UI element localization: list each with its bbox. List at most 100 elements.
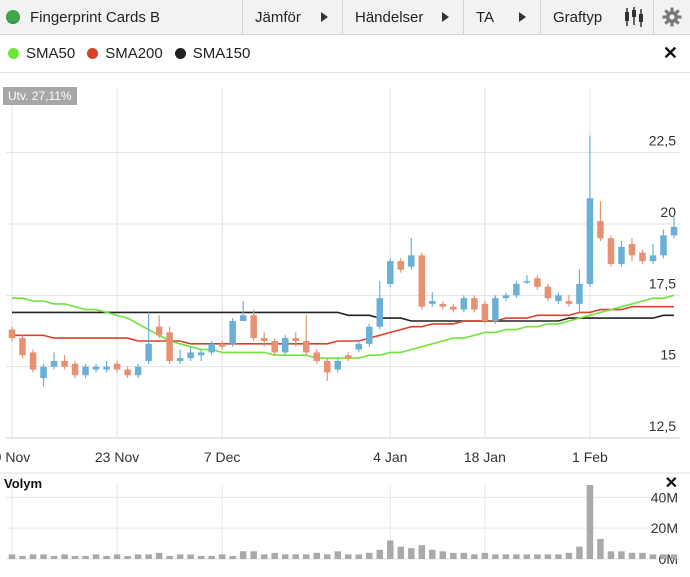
candle-body bbox=[292, 338, 299, 341]
candle-body bbox=[544, 286, 552, 299]
volume-bar bbox=[239, 551, 247, 559]
y-tick-label: 12,5 bbox=[649, 418, 676, 434]
ta-label: TA bbox=[476, 8, 495, 26]
volume-bar bbox=[208, 555, 215, 559]
volume-bar bbox=[586, 485, 594, 559]
volume-tick-label: 40M bbox=[651, 489, 678, 505]
volume-bar bbox=[397, 546, 405, 559]
candle-body bbox=[481, 303, 489, 321]
x-tick-label: 7 Dec bbox=[204, 449, 241, 465]
x-tick-label: 1 Feb bbox=[572, 449, 608, 465]
candle-body bbox=[281, 338, 289, 353]
volume-bar bbox=[355, 554, 363, 559]
y-tick-label: 17,5 bbox=[649, 275, 676, 291]
volume-bar bbox=[607, 551, 615, 559]
candle-body bbox=[450, 306, 457, 310]
legend-item-sma150[interactable]: SMA150 bbox=[174, 45, 250, 62]
volume-bar bbox=[40, 554, 47, 559]
candle-body bbox=[513, 283, 520, 296]
candle-body bbox=[334, 360, 342, 370]
volume-bar bbox=[323, 554, 331, 559]
volume-bar bbox=[71, 555, 79, 559]
candle-body bbox=[218, 343, 226, 347]
volume-bar bbox=[418, 545, 426, 559]
candle-body bbox=[313, 352, 320, 361]
candle-body bbox=[366, 326, 373, 344]
candle-body bbox=[607, 238, 615, 264]
sma150-swatch bbox=[174, 48, 186, 59]
sma50-swatch bbox=[8, 48, 19, 59]
chart-type-menu[interactable]: Graftyp bbox=[541, 0, 654, 34]
candle-body bbox=[19, 338, 26, 356]
legend-item-sma200[interactable]: SMA200 bbox=[87, 45, 163, 62]
candle-body bbox=[618, 246, 625, 264]
candle-body bbox=[271, 340, 278, 353]
candle-body bbox=[113, 363, 121, 370]
volume-bar bbox=[113, 554, 121, 559]
volume-bar bbox=[29, 554, 37, 559]
volume-bar bbox=[555, 554, 562, 559]
volume-bar bbox=[492, 554, 499, 559]
candle-body bbox=[166, 332, 173, 361]
candle-body bbox=[134, 366, 142, 376]
x-tick-label: 4 Jan bbox=[373, 449, 407, 465]
candle-body bbox=[61, 360, 68, 367]
events-menu[interactable]: Händelser bbox=[343, 0, 464, 34]
legend-item-sma50[interactable]: SMA50 bbox=[8, 45, 75, 62]
candle-body bbox=[418, 255, 426, 307]
settings-button[interactable] bbox=[654, 0, 690, 34]
price-chart[interactable]: 22,5 20 17,5 15 12,5 9 Nov 23 Nov 7 Dec 4 Jan 18 … bbox=[0, 73, 690, 577]
volume-bar bbox=[344, 554, 352, 559]
volume-bar bbox=[166, 555, 173, 559]
candle-body bbox=[92, 366, 100, 370]
candle-body bbox=[628, 243, 636, 256]
volume-tick-label: 20M bbox=[651, 520, 678, 536]
instrument-title[interactable]: Fingerprint Cards B bbox=[0, 0, 243, 34]
x-tick-label: 18 Jan bbox=[464, 449, 506, 465]
sma200-swatch bbox=[87, 48, 99, 59]
volume-bar bbox=[387, 540, 394, 559]
candle-body bbox=[302, 340, 310, 353]
volume-bar bbox=[565, 552, 573, 559]
volume-bar bbox=[471, 554, 478, 559]
candle-body bbox=[40, 366, 47, 379]
x-tick-label: 9 Nov bbox=[0, 449, 30, 465]
candle-body bbox=[124, 369, 131, 376]
candle-body bbox=[387, 261, 394, 284]
candle-body bbox=[523, 281, 531, 283]
ta-menu[interactable]: TA bbox=[464, 0, 541, 34]
candle-body bbox=[239, 315, 247, 321]
volume-bar bbox=[250, 551, 257, 559]
volume-bar bbox=[618, 551, 625, 559]
candle-body bbox=[229, 321, 236, 344]
volume-bar bbox=[218, 554, 226, 559]
chart-type-label: Graftyp bbox=[553, 8, 603, 26]
volume-bar bbox=[260, 554, 268, 559]
close-icon[interactable]: ✕ bbox=[662, 43, 678, 63]
compare-menu[interactable]: Jämför bbox=[243, 0, 343, 34]
volume-bar bbox=[92, 554, 100, 559]
candle-body bbox=[197, 352, 205, 356]
y-tick-label: 20 bbox=[660, 204, 676, 220]
volume-bar bbox=[408, 548, 415, 559]
candle-body bbox=[534, 278, 541, 287]
volume-bar bbox=[187, 554, 194, 559]
chevron-right-icon bbox=[321, 12, 328, 22]
volume-bar bbox=[61, 554, 68, 559]
candle-body bbox=[176, 358, 184, 361]
volume-bar bbox=[197, 555, 205, 559]
candle-body bbox=[397, 261, 405, 270]
volume-bar bbox=[649, 554, 657, 559]
candle-body bbox=[250, 315, 257, 339]
volume-bar bbox=[429, 549, 436, 559]
volume-bar bbox=[313, 552, 320, 559]
candle-body bbox=[260, 338, 268, 341]
volume-bar bbox=[481, 552, 489, 559]
volume-bar bbox=[8, 554, 16, 559]
chevron-right-icon bbox=[442, 12, 449, 22]
candle-body bbox=[208, 343, 215, 353]
legend-label-sma200: SMA200 bbox=[105, 45, 163, 62]
volume-bar bbox=[628, 552, 636, 559]
candle-body bbox=[639, 252, 646, 262]
volume-close-icon[interactable]: ✕ bbox=[664, 475, 678, 492]
